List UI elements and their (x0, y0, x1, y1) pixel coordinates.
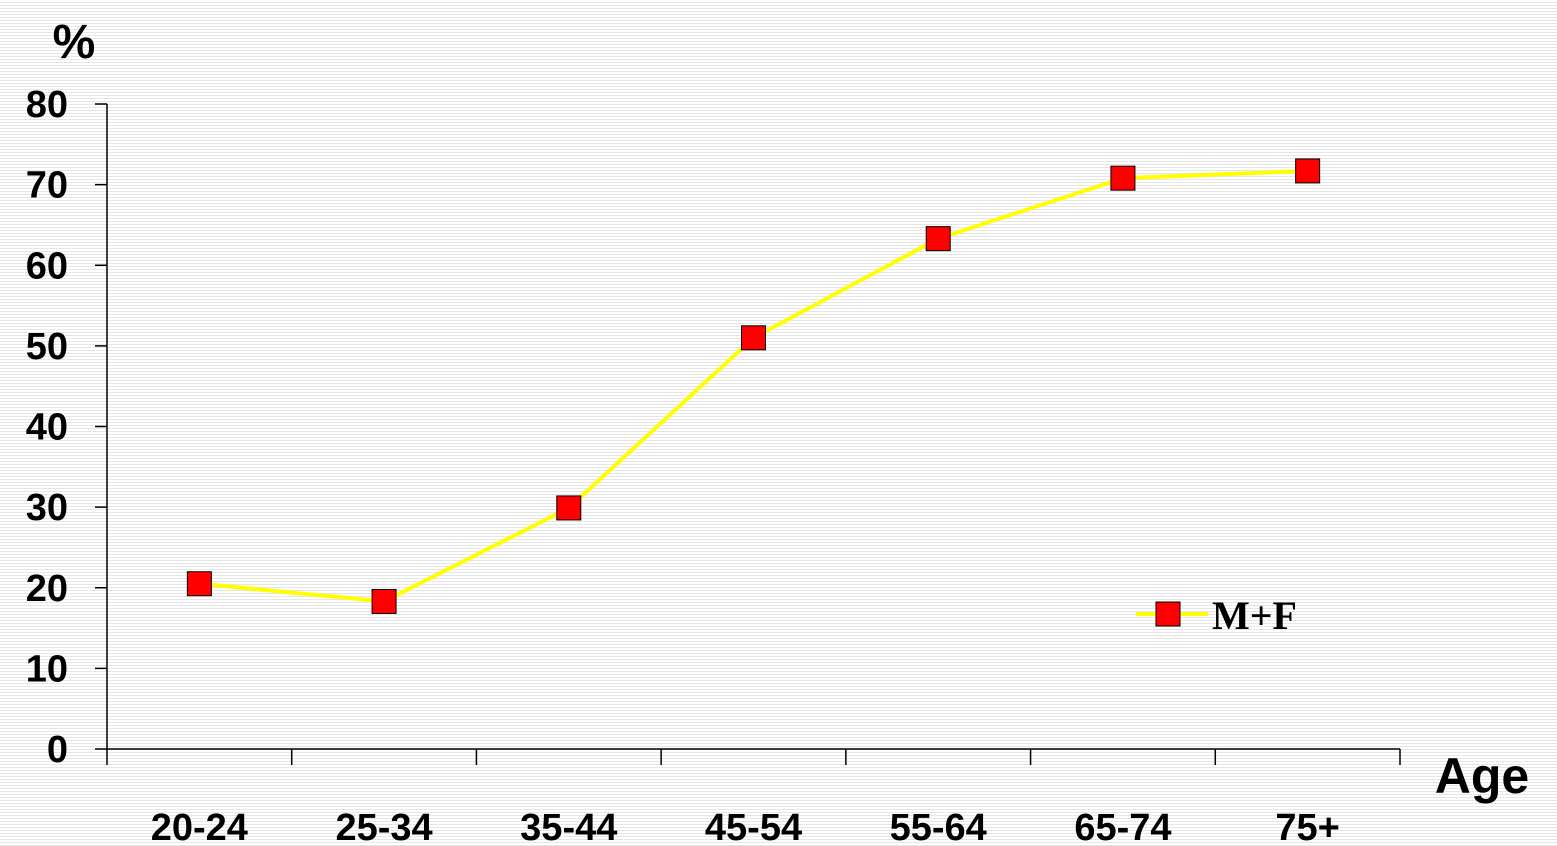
data-point-marker (925, 226, 951, 252)
y-tick-label: 70 (26, 165, 68, 207)
x-tick-label: 55-64 (890, 807, 987, 846)
series-line (199, 168, 1308, 604)
data-point-marker (556, 495, 582, 521)
y-tick-label: 30 (26, 487, 68, 529)
legend: M+F (1136, 593, 1297, 638)
data-point-marker (1295, 158, 1321, 184)
y-tick-label: 0 (47, 729, 68, 771)
x-tick-labels: 20-24 25-34 35-44 45-54 55-64 65-74 75+ (151, 807, 1340, 846)
x-tick-label: 20-24 (151, 807, 248, 846)
x-axis-title: Age (1435, 748, 1529, 804)
y-tick-label: 80 (26, 84, 68, 126)
y-tick-label: 40 (26, 407, 68, 449)
legend-label: M+F (1212, 593, 1297, 638)
y-tick-labels: 0 10 20 30 40 50 60 70 80 (26, 84, 68, 771)
data-point-marker (186, 571, 212, 597)
x-tick-label: 45-54 (705, 807, 802, 846)
y-axis-title: % (53, 16, 96, 69)
y-ticks (95, 103, 107, 750)
data-point-marker (741, 325, 766, 351)
data-point-marker (1110, 165, 1136, 191)
data-point-marker (371, 588, 397, 614)
y-tick-label: 50 (26, 326, 68, 368)
x-tick-label: 75+ (1275, 807, 1339, 846)
x-tick-label: 25-34 (335, 807, 432, 846)
y-tick-label: 20 (26, 568, 68, 610)
x-tick-label: 65-74 (1074, 807, 1171, 846)
y-tick-label: 10 (26, 648, 68, 690)
y-tick-label: 60 (26, 245, 68, 287)
x-tick-label: 35-44 (520, 807, 617, 846)
series-layer (186, 158, 1321, 614)
x-ticks (106, 749, 1401, 765)
legend-marker-swatch (1155, 601, 1181, 627)
